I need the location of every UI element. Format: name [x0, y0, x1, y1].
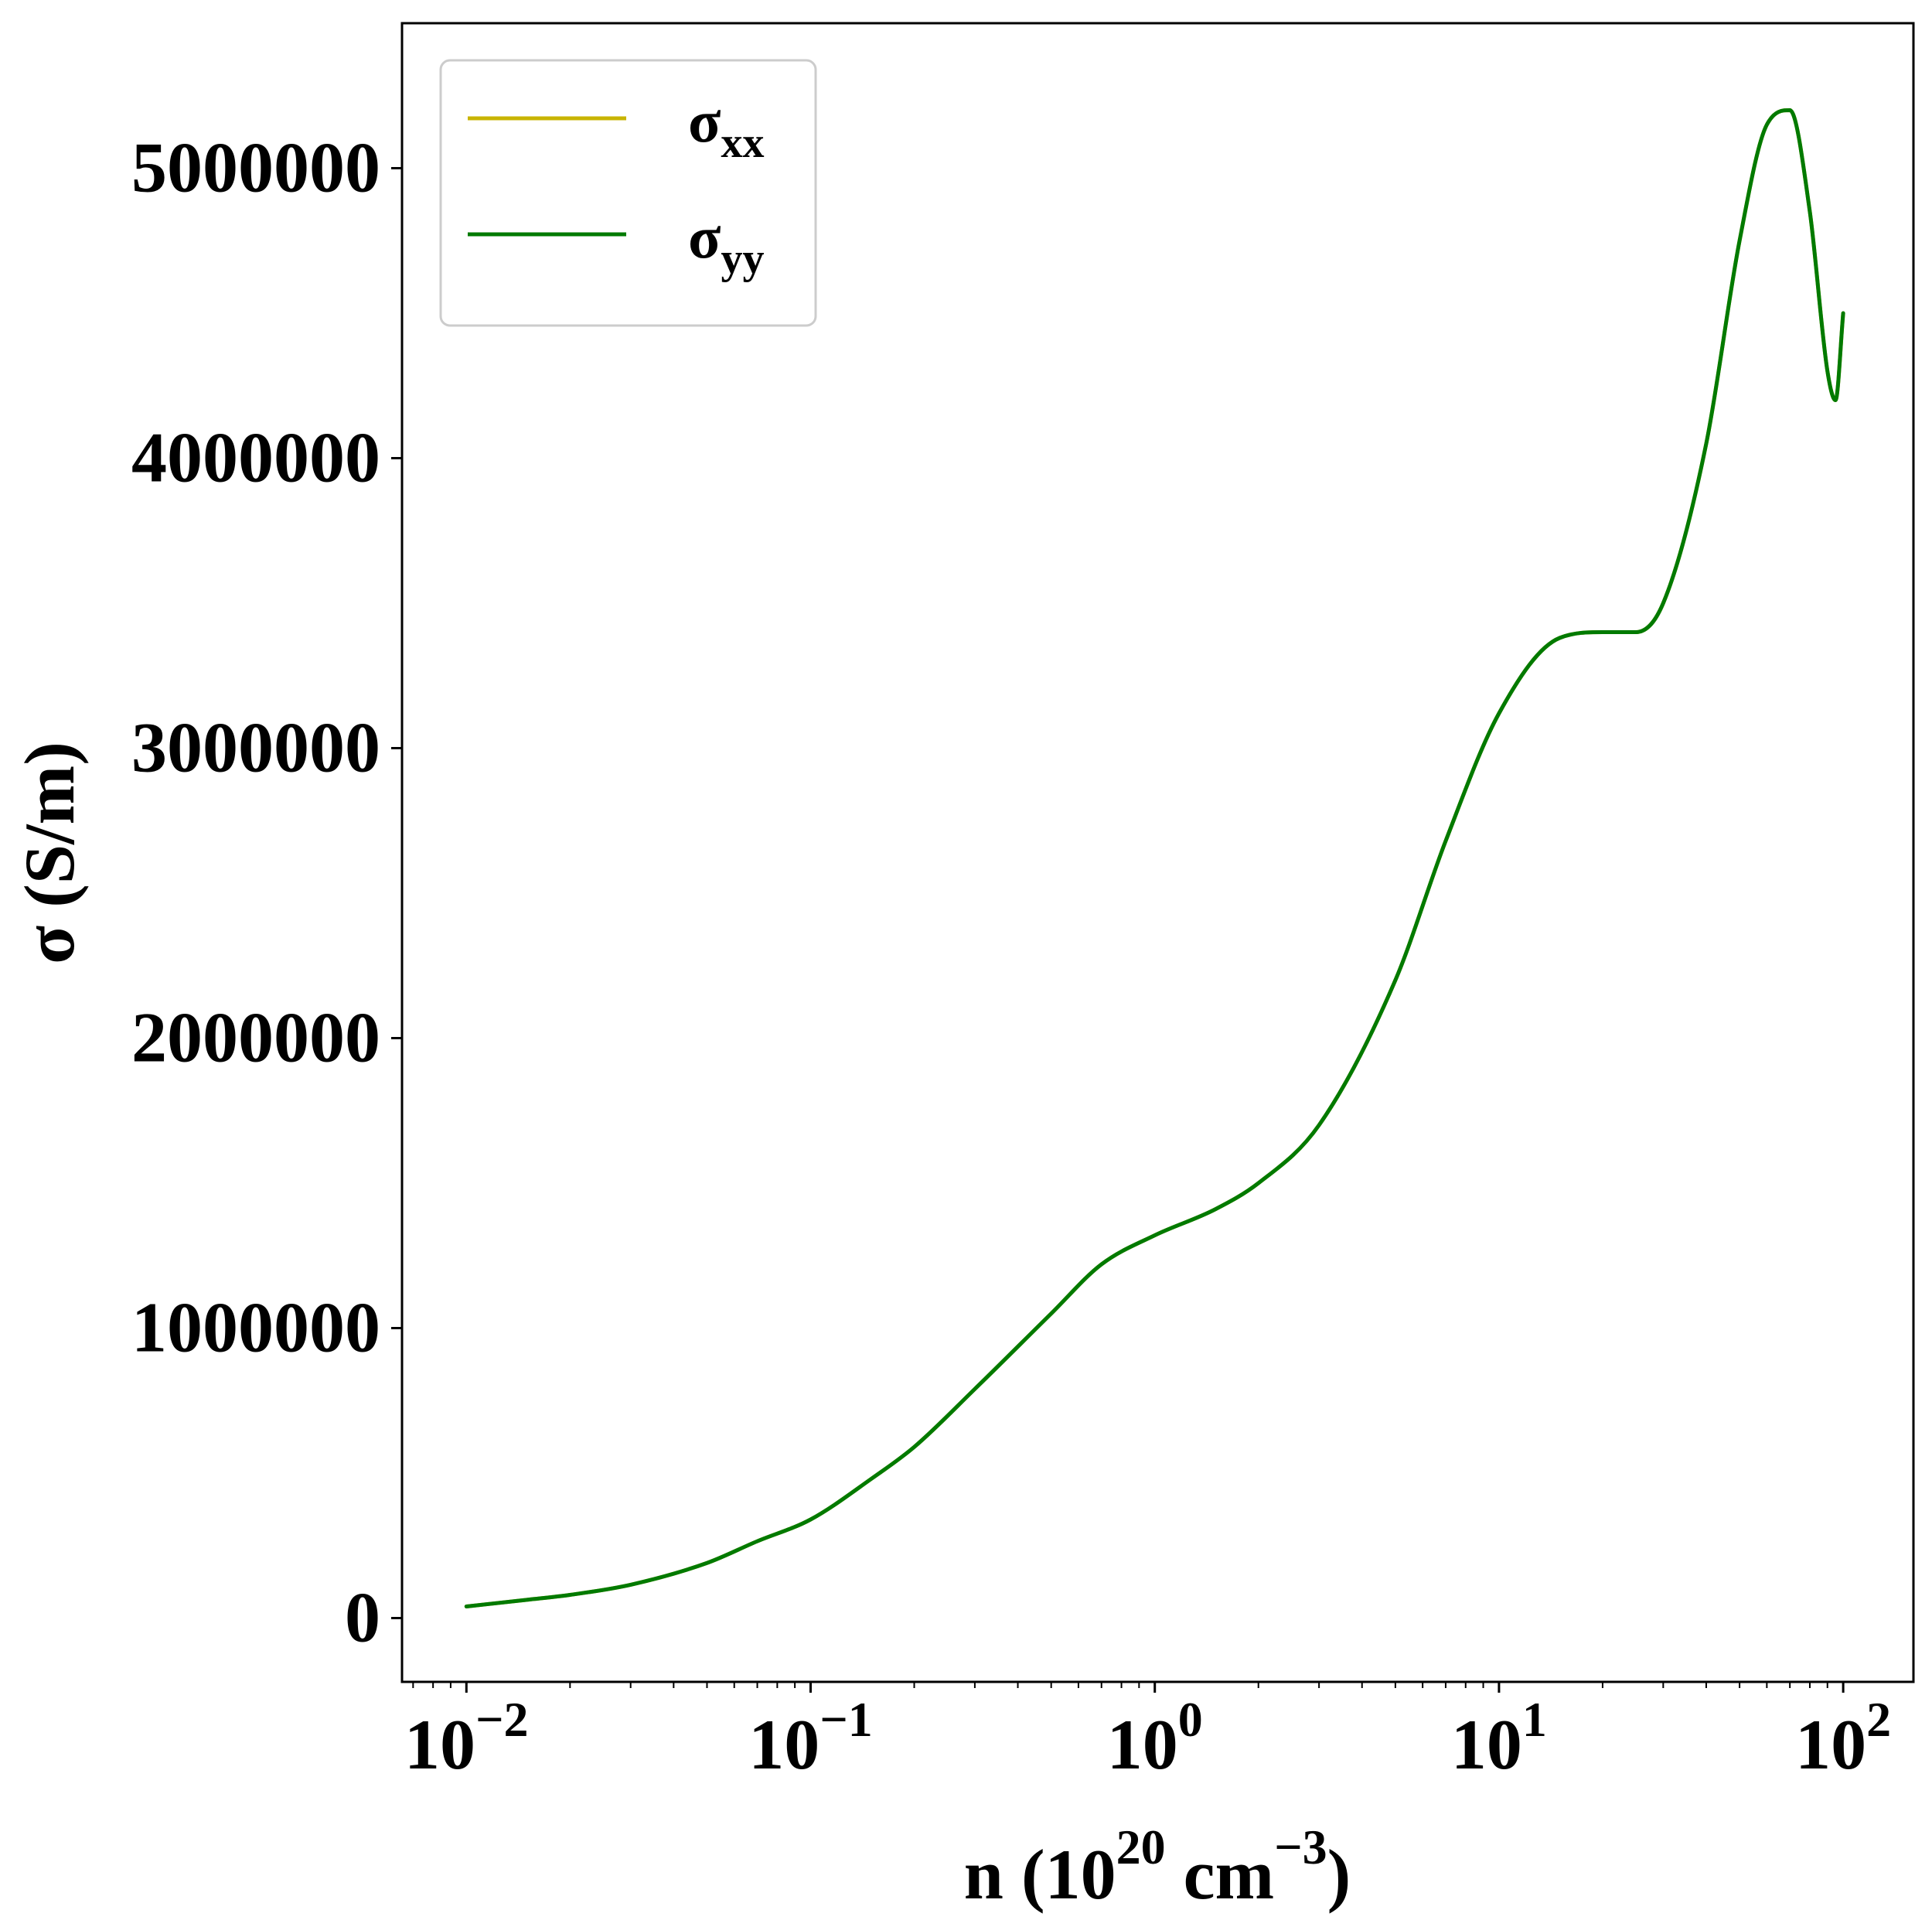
- x-axis-ticks: 10−2 10−1 100 101 102: [404, 1682, 1891, 1784]
- x-axis-label-unit: cm: [1166, 1835, 1274, 1914]
- y-tick-label: 3000000: [131, 708, 380, 787]
- legend-label-sigma-yy-base: σ: [688, 203, 721, 271]
- x-axis-label-close: ): [1327, 1835, 1351, 1914]
- x-tick-label: 100: [1107, 1692, 1203, 1784]
- x-tick-label: 101: [1451, 1692, 1547, 1784]
- y-tick-label: 2000000: [131, 998, 380, 1077]
- legend-label-sigma-yy: σyy: [688, 203, 764, 283]
- x-tick-label: 102: [1795, 1692, 1891, 1784]
- y-axis-ticks: 0 1000000 2000000 3000000 4000000 5000000: [131, 128, 402, 1657]
- y-tick-label: 5000000: [131, 128, 380, 207]
- x-tick-label: 10−1: [748, 1692, 872, 1784]
- legend-label-sigma-xx: σxx: [688, 87, 764, 167]
- y-tick-label: 1000000: [131, 1288, 380, 1367]
- x-axis-label-exp2: −3: [1274, 1820, 1327, 1874]
- x-axis-minor-ticks: [412, 1682, 1828, 1688]
- x-tick-label: 10−2: [404, 1692, 528, 1784]
- x-axis-label-exp1: 20: [1116, 1820, 1166, 1874]
- legend-label-sigma-yy-sub: yy: [721, 235, 764, 283]
- x-axis-label-main: n (10: [964, 1835, 1116, 1914]
- legend-label-sigma-xx-sub: xx: [721, 119, 764, 167]
- x-axis-label: n (1020 cm−3): [964, 1820, 1351, 1914]
- legend-box: [439, 59, 817, 327]
- y-axis-label: σ (S/m): [10, 742, 89, 964]
- y-tick-label: 4000000: [131, 418, 380, 497]
- legend-label-sigma-xx-base: σ: [688, 87, 721, 155]
- series-layer: [464, 108, 1845, 1608]
- y-tick-label: 0: [345, 1578, 380, 1657]
- series-line-sigma-yy: [464, 108, 1845, 1608]
- legend: σxx σyy: [439, 59, 817, 327]
